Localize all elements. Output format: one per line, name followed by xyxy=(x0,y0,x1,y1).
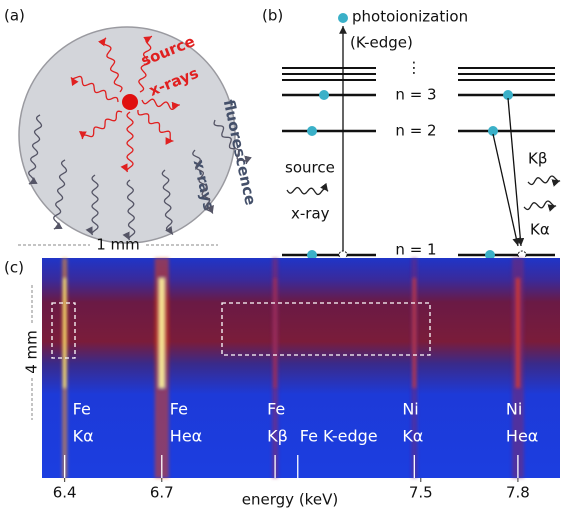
spectrum-image xyxy=(42,258,560,478)
photon xyxy=(78,110,123,140)
line-label: Kα xyxy=(530,221,550,239)
photon xyxy=(138,35,153,93)
ellipsis: ⋮ xyxy=(407,59,422,77)
photon xyxy=(286,182,329,196)
line-element: Ni xyxy=(402,400,418,419)
emission-line-core xyxy=(63,278,67,388)
hole xyxy=(338,250,348,260)
photon xyxy=(28,114,43,185)
emission-line-core xyxy=(273,278,277,388)
photoionization-label: photoionization xyxy=(352,8,468,26)
x-tick-label: 7.5 xyxy=(409,484,433,502)
level-label: n = 1 xyxy=(395,241,436,259)
x-tick-label: 6.4 xyxy=(53,484,77,502)
panel-c: (c) 4 mm energy (keV) Fe Kα Fe Heα Fe Kβ Fe K-… xyxy=(4,258,560,509)
x-tick-label: 6.7 xyxy=(150,484,174,502)
roi-box xyxy=(221,302,431,356)
line-name: Heα xyxy=(170,427,202,446)
level-label: n = 3 xyxy=(395,86,436,104)
emission-lines xyxy=(62,258,524,478)
electron xyxy=(485,250,495,260)
electron xyxy=(338,13,348,23)
electron xyxy=(307,250,317,260)
line-element: Fe K-edge xyxy=(300,427,378,446)
photon xyxy=(137,109,174,145)
level-label: n = 2 xyxy=(395,122,436,140)
x-tick-label: 7.8 xyxy=(506,484,530,502)
photon xyxy=(213,119,252,165)
panel-label: (a) xyxy=(4,7,25,25)
line-name: Kβ xyxy=(267,427,288,446)
photon xyxy=(70,75,119,103)
roi-box xyxy=(51,302,76,359)
line-name: Kα xyxy=(402,427,423,446)
photon xyxy=(161,169,174,235)
electron xyxy=(319,90,329,100)
transition-arrow xyxy=(507,97,525,247)
scale-label: 1 mm xyxy=(96,236,140,254)
x-axis-label: energy (keV) xyxy=(242,491,338,509)
line-label: Kβ xyxy=(528,150,547,168)
photon xyxy=(120,111,134,173)
line-element: Ni xyxy=(506,400,522,419)
panel-label: (b) xyxy=(262,7,283,25)
transition-arrow xyxy=(492,133,521,247)
line-name: Kα xyxy=(73,427,94,446)
electron xyxy=(488,126,498,136)
panel-a: (a) source x-rays fluorescence x-rays 1 … xyxy=(4,7,260,254)
panel-b: (b) photoionization (K-edge) ⋮ n = 3 n =… xyxy=(262,7,561,260)
k-edge-label: (K-edge) xyxy=(350,34,413,52)
hole xyxy=(517,250,527,260)
photon xyxy=(122,179,136,241)
source-spot xyxy=(122,94,138,110)
photon xyxy=(527,175,561,187)
panel-label: (c) xyxy=(4,259,24,277)
line-element: Fe xyxy=(73,400,91,419)
source-label: x-ray xyxy=(291,205,330,223)
photon xyxy=(85,174,99,236)
photon xyxy=(53,159,68,230)
height-label: 4 mm xyxy=(23,330,41,374)
emission-line-core xyxy=(158,278,165,388)
line-element: Fe xyxy=(170,400,188,419)
electron xyxy=(307,126,317,136)
photon xyxy=(141,98,180,110)
emission-line-core xyxy=(515,278,520,388)
photon xyxy=(192,149,214,214)
source-label: source xyxy=(285,159,335,177)
line-element: Fe xyxy=(267,400,285,419)
photon xyxy=(523,200,557,212)
line-name: Heα xyxy=(506,427,538,446)
photon xyxy=(98,37,123,93)
emission-line-core xyxy=(412,278,416,388)
electron xyxy=(503,90,513,100)
